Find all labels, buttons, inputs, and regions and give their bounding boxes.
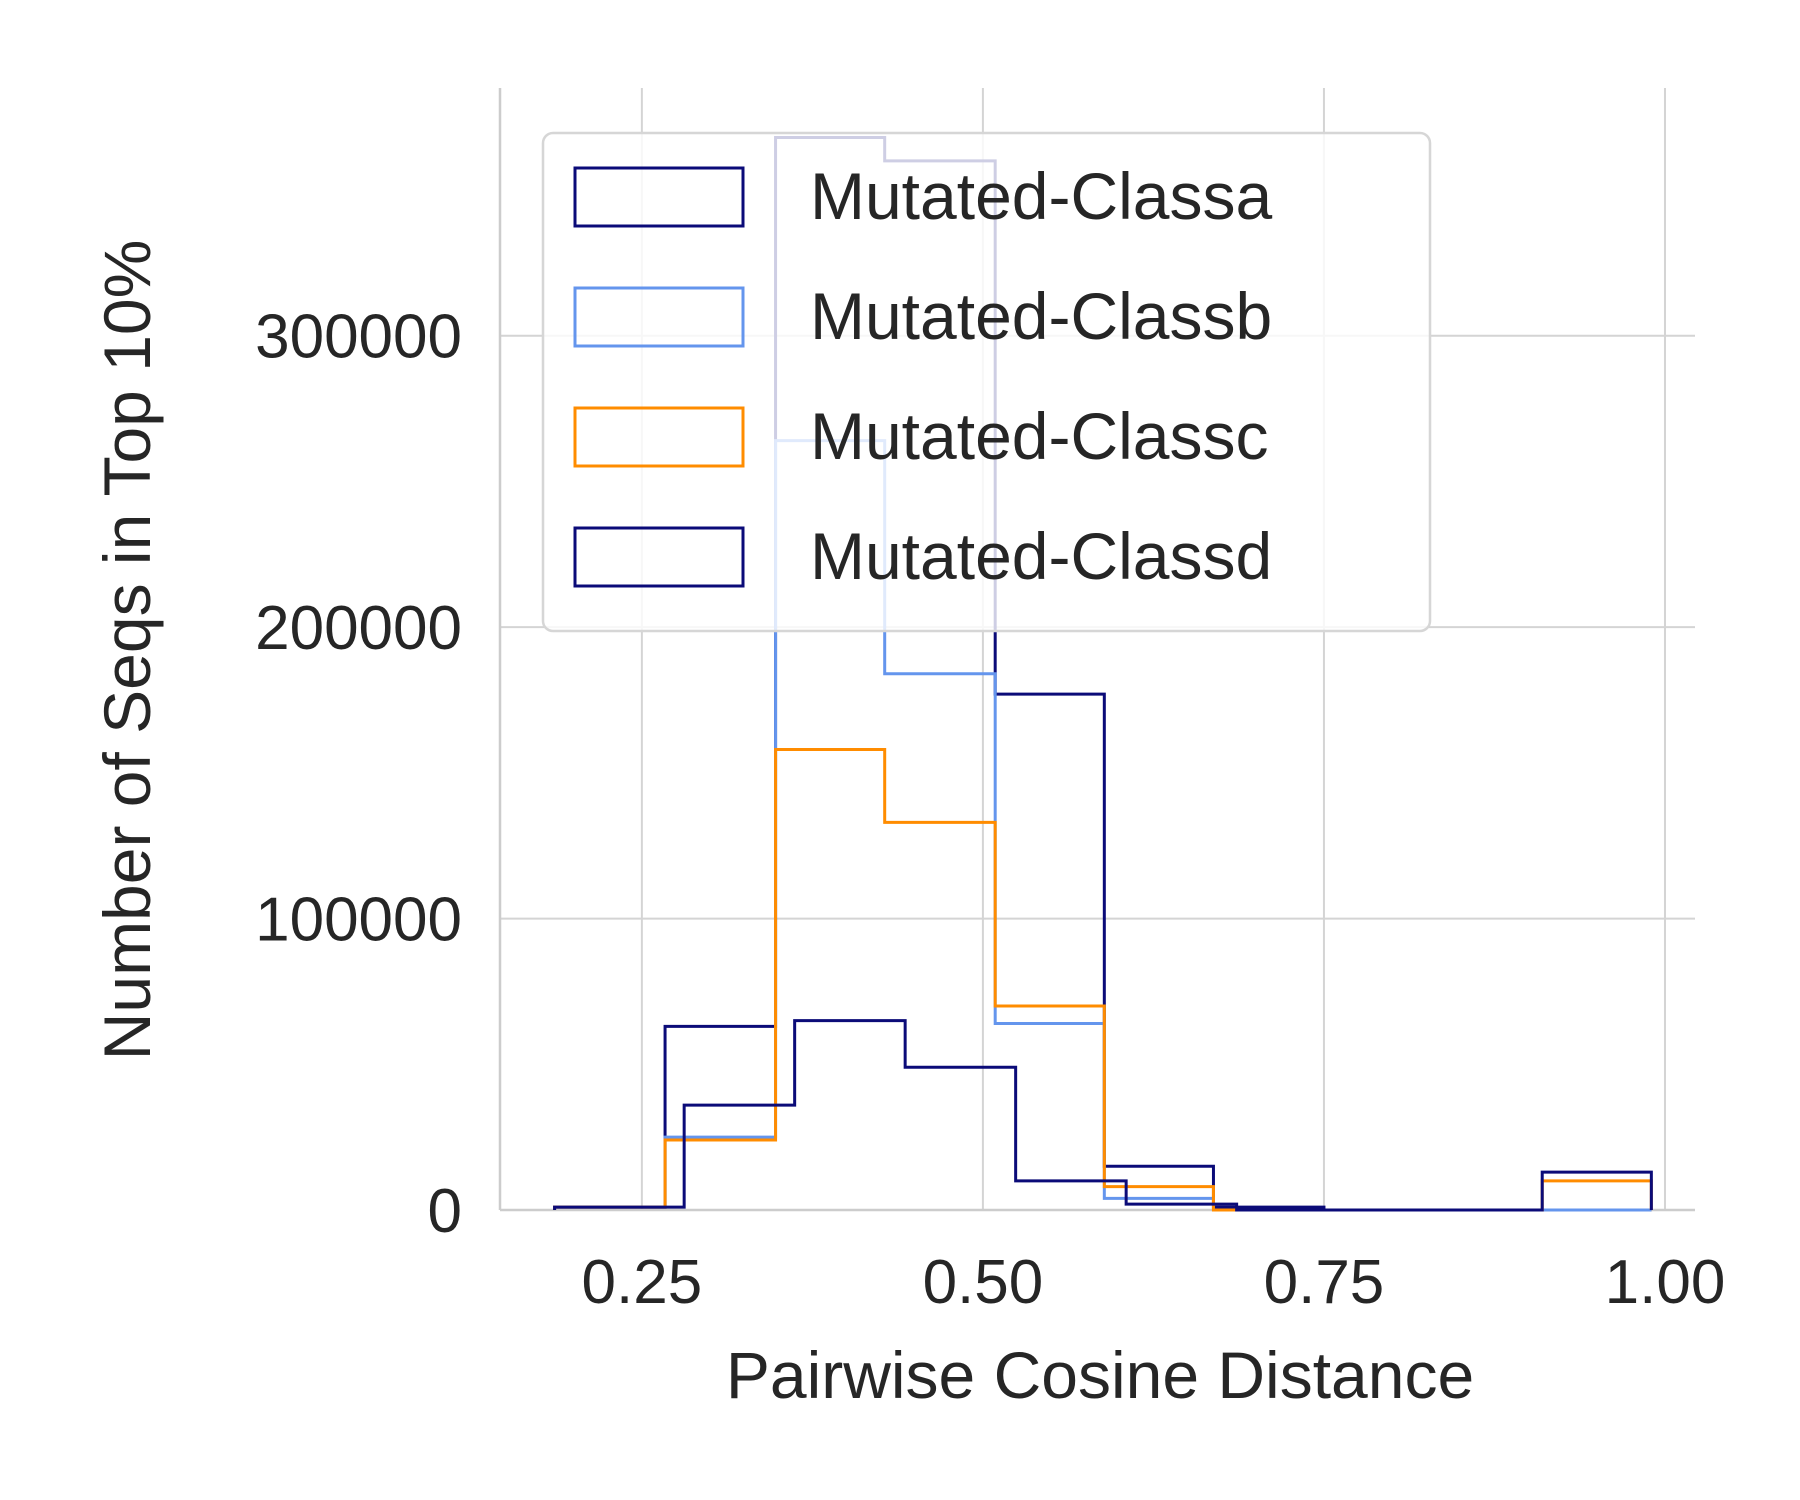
y-tick-label: 100000 <box>255 886 462 955</box>
x-axis-label: Pairwise Cosine Distance <box>726 1338 1474 1412</box>
legend-swatch <box>573 166 745 228</box>
legend-swatch <box>573 526 745 588</box>
legend-label: Mutated-Classb <box>810 279 1272 353</box>
x-tick-label: 0.75 <box>1264 1248 1385 1317</box>
legend: Mutated-Classa Mutated-Classb Mutated-Clas… <box>541 131 1432 633</box>
y-tick-label: 0 <box>428 1177 462 1246</box>
legend-swatch <box>573 286 745 348</box>
legend-swatch <box>573 406 745 468</box>
legend-box <box>541 131 1432 633</box>
series-layer <box>553 136 1653 1212</box>
legend-label: Mutated-Classd <box>810 519 1272 593</box>
series-4-step <box>553 1019 1653 1212</box>
legend-label: Mutated-Classc <box>810 399 1269 473</box>
x-tick-label: 0.50 <box>923 1248 1044 1317</box>
y-tick-label: 300000 <box>255 303 462 372</box>
tick-labels: 0.25 0.50 0.75 1.00 0 100000 200000 300000 <box>255 303 1725 1317</box>
y-tick-label: 200000 <box>255 594 462 663</box>
x-tick-label: 1.00 <box>1605 1248 1726 1317</box>
y-axis-label: Number of Seqs in Top 10% <box>90 240 164 1061</box>
legend-label: Mutated-Classa <box>810 159 1272 233</box>
x-tick-label: 0.25 <box>582 1248 703 1317</box>
